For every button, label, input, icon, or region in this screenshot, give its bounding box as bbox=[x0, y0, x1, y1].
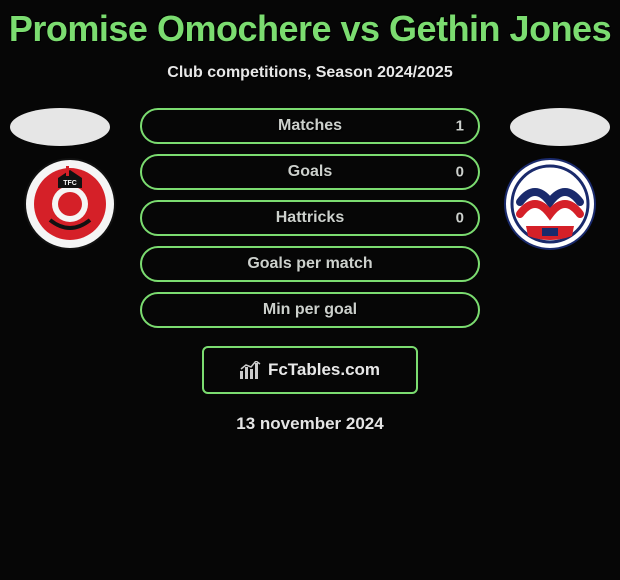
stat-right-value: 0 bbox=[456, 164, 464, 181]
stat-label: Goals bbox=[288, 163, 332, 181]
club-badge-left: TFC bbox=[20, 158, 120, 250]
player-photo-left bbox=[10, 108, 110, 146]
stat-right-value: 1 bbox=[456, 118, 464, 135]
stat-row: Hattricks 0 bbox=[140, 200, 480, 236]
brand-text: FcTables.com bbox=[268, 360, 380, 380]
stat-label: Hattricks bbox=[276, 209, 344, 227]
comparison-area: TFC Matches 1 Goals 0 Hattricks 0 bbox=[0, 108, 620, 434]
brand-box: FcTables.com bbox=[202, 346, 418, 394]
stat-label: Goals per match bbox=[247, 255, 372, 273]
stat-row: Goals per match bbox=[140, 246, 480, 282]
stats-list: Matches 1 Goals 0 Hattricks 0 Goals per … bbox=[140, 108, 480, 328]
club-badge-right bbox=[500, 158, 600, 250]
subtitle: Club competitions, Season 2024/2025 bbox=[0, 64, 620, 82]
chart-icon bbox=[240, 361, 262, 379]
stat-row: Matches 1 bbox=[140, 108, 480, 144]
stat-row: Goals 0 bbox=[140, 154, 480, 190]
stat-right-value: 0 bbox=[456, 210, 464, 227]
svg-text:TFC: TFC bbox=[63, 180, 77, 187]
stat-label: Min per goal bbox=[263, 301, 357, 319]
player-photo-right bbox=[510, 108, 610, 146]
page-title: Promise Omochere vs Gethin Jones bbox=[0, 0, 620, 50]
stat-row: Min per goal bbox=[140, 292, 480, 328]
stat-label: Matches bbox=[278, 117, 342, 135]
date-text: 13 november 2024 bbox=[0, 414, 620, 434]
